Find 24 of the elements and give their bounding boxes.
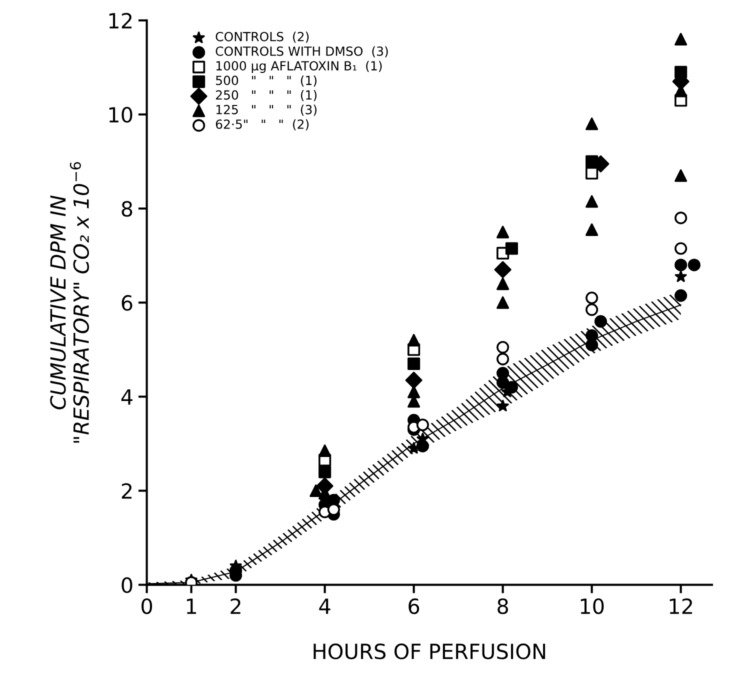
- legend-label: 125 " " " (3): [216, 104, 317, 116]
- x-tick-label: 0: [142, 598, 152, 614]
- y-tick-label: 10: [109, 106, 132, 123]
- legend-label: CONTROLS (2): [216, 32, 309, 43]
- x-tick-label: 2: [230, 598, 240, 614]
- y-tick-label: 2: [122, 483, 132, 499]
- legend-label: 500 " " " (1): [216, 75, 317, 87]
- x-tick-label: 4: [319, 598, 330, 614]
- y-tick-label: 0: [122, 577, 132, 594]
- y-tick-label: 8: [122, 200, 132, 217]
- y-tick-label: 6: [122, 295, 132, 311]
- x-axis-title: HOURS OF PERFUSION: [314, 644, 546, 660]
- x-tick-label: 1: [186, 598, 196, 614]
- legend-label: 1000 µg AFLATOXIN B₁ (1): [216, 60, 382, 73]
- y-axis-title: CUMULATIVE DPM IN "RESPIRATORY" CO₂ x 10$^{−6}$: [50, 162, 90, 443]
- x-tick-label: 6: [408, 598, 420, 614]
- legend-label: 62·5" " " (2): [216, 119, 309, 130]
- y-tick-label: 12: [109, 12, 132, 28]
- x-tick-label: 8: [498, 598, 508, 614]
- x-tick-label: 10: [580, 598, 604, 614]
- legend-label: CONTROLS WITH DMSO (3): [216, 46, 388, 58]
- legend-label: 250 " " " (1): [216, 90, 317, 102]
- x-tick-label: 12: [670, 598, 692, 614]
- y-tick-label: 4: [121, 389, 132, 405]
